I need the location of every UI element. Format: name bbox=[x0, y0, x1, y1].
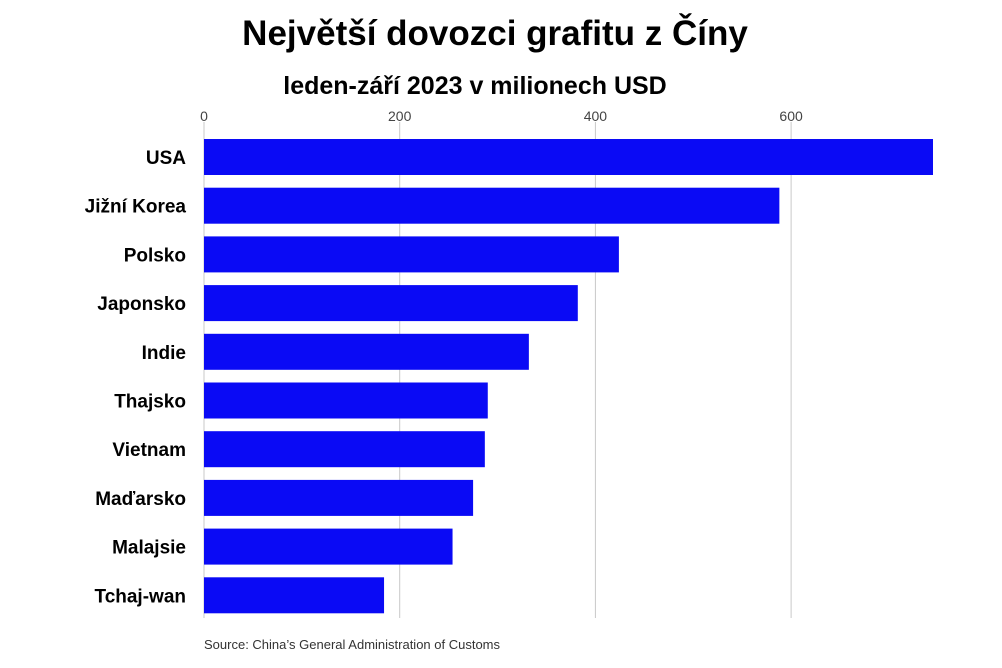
x-tick-label-0: 0 bbox=[200, 108, 208, 124]
x-axis-ticks: 0 200 400 600 bbox=[200, 108, 803, 124]
category-label-10: Tchaj-wan bbox=[95, 586, 187, 607]
bar-8 bbox=[204, 479, 474, 516]
category-label-9: Malajsie bbox=[112, 538, 186, 559]
bar-6 bbox=[204, 382, 488, 419]
category-label-4: Japonsko bbox=[97, 294, 186, 315]
bar-10 bbox=[204, 577, 385, 614]
chart-title: Největší dovozci grafitu z Číny bbox=[242, 14, 748, 53]
category-labels: USA Jižní Korea Polsko Japonsko Indie Thajsko… bbox=[85, 148, 187, 607]
source-note: Source: China’s General Administration o… bbox=[204, 637, 501, 652]
category-label-8: Maďarsko bbox=[95, 489, 186, 510]
category-label-5: Indie bbox=[142, 343, 186, 364]
bar-7 bbox=[204, 431, 485, 468]
chart-subtitle: leden-září 2023 v milionech USD bbox=[283, 72, 667, 100]
x-tick-label-600: 600 bbox=[779, 108, 803, 124]
bars bbox=[204, 139, 933, 614]
category-label-6: Thajsko bbox=[114, 392, 186, 413]
category-label-3: Polsko bbox=[124, 245, 186, 266]
category-label-2: Jižní Korea bbox=[85, 197, 187, 218]
x-tick-label-200: 200 bbox=[388, 108, 412, 124]
bar-5 bbox=[204, 333, 529, 370]
category-label-1: USA bbox=[146, 148, 186, 169]
category-label-7: Vietnam bbox=[112, 440, 186, 461]
bar-2 bbox=[204, 187, 780, 224]
bar-3 bbox=[204, 236, 619, 273]
x-tick-label-400: 400 bbox=[584, 108, 608, 124]
bar-4 bbox=[204, 285, 578, 322]
bar-9 bbox=[204, 528, 453, 565]
bar-1 bbox=[204, 139, 933, 175]
